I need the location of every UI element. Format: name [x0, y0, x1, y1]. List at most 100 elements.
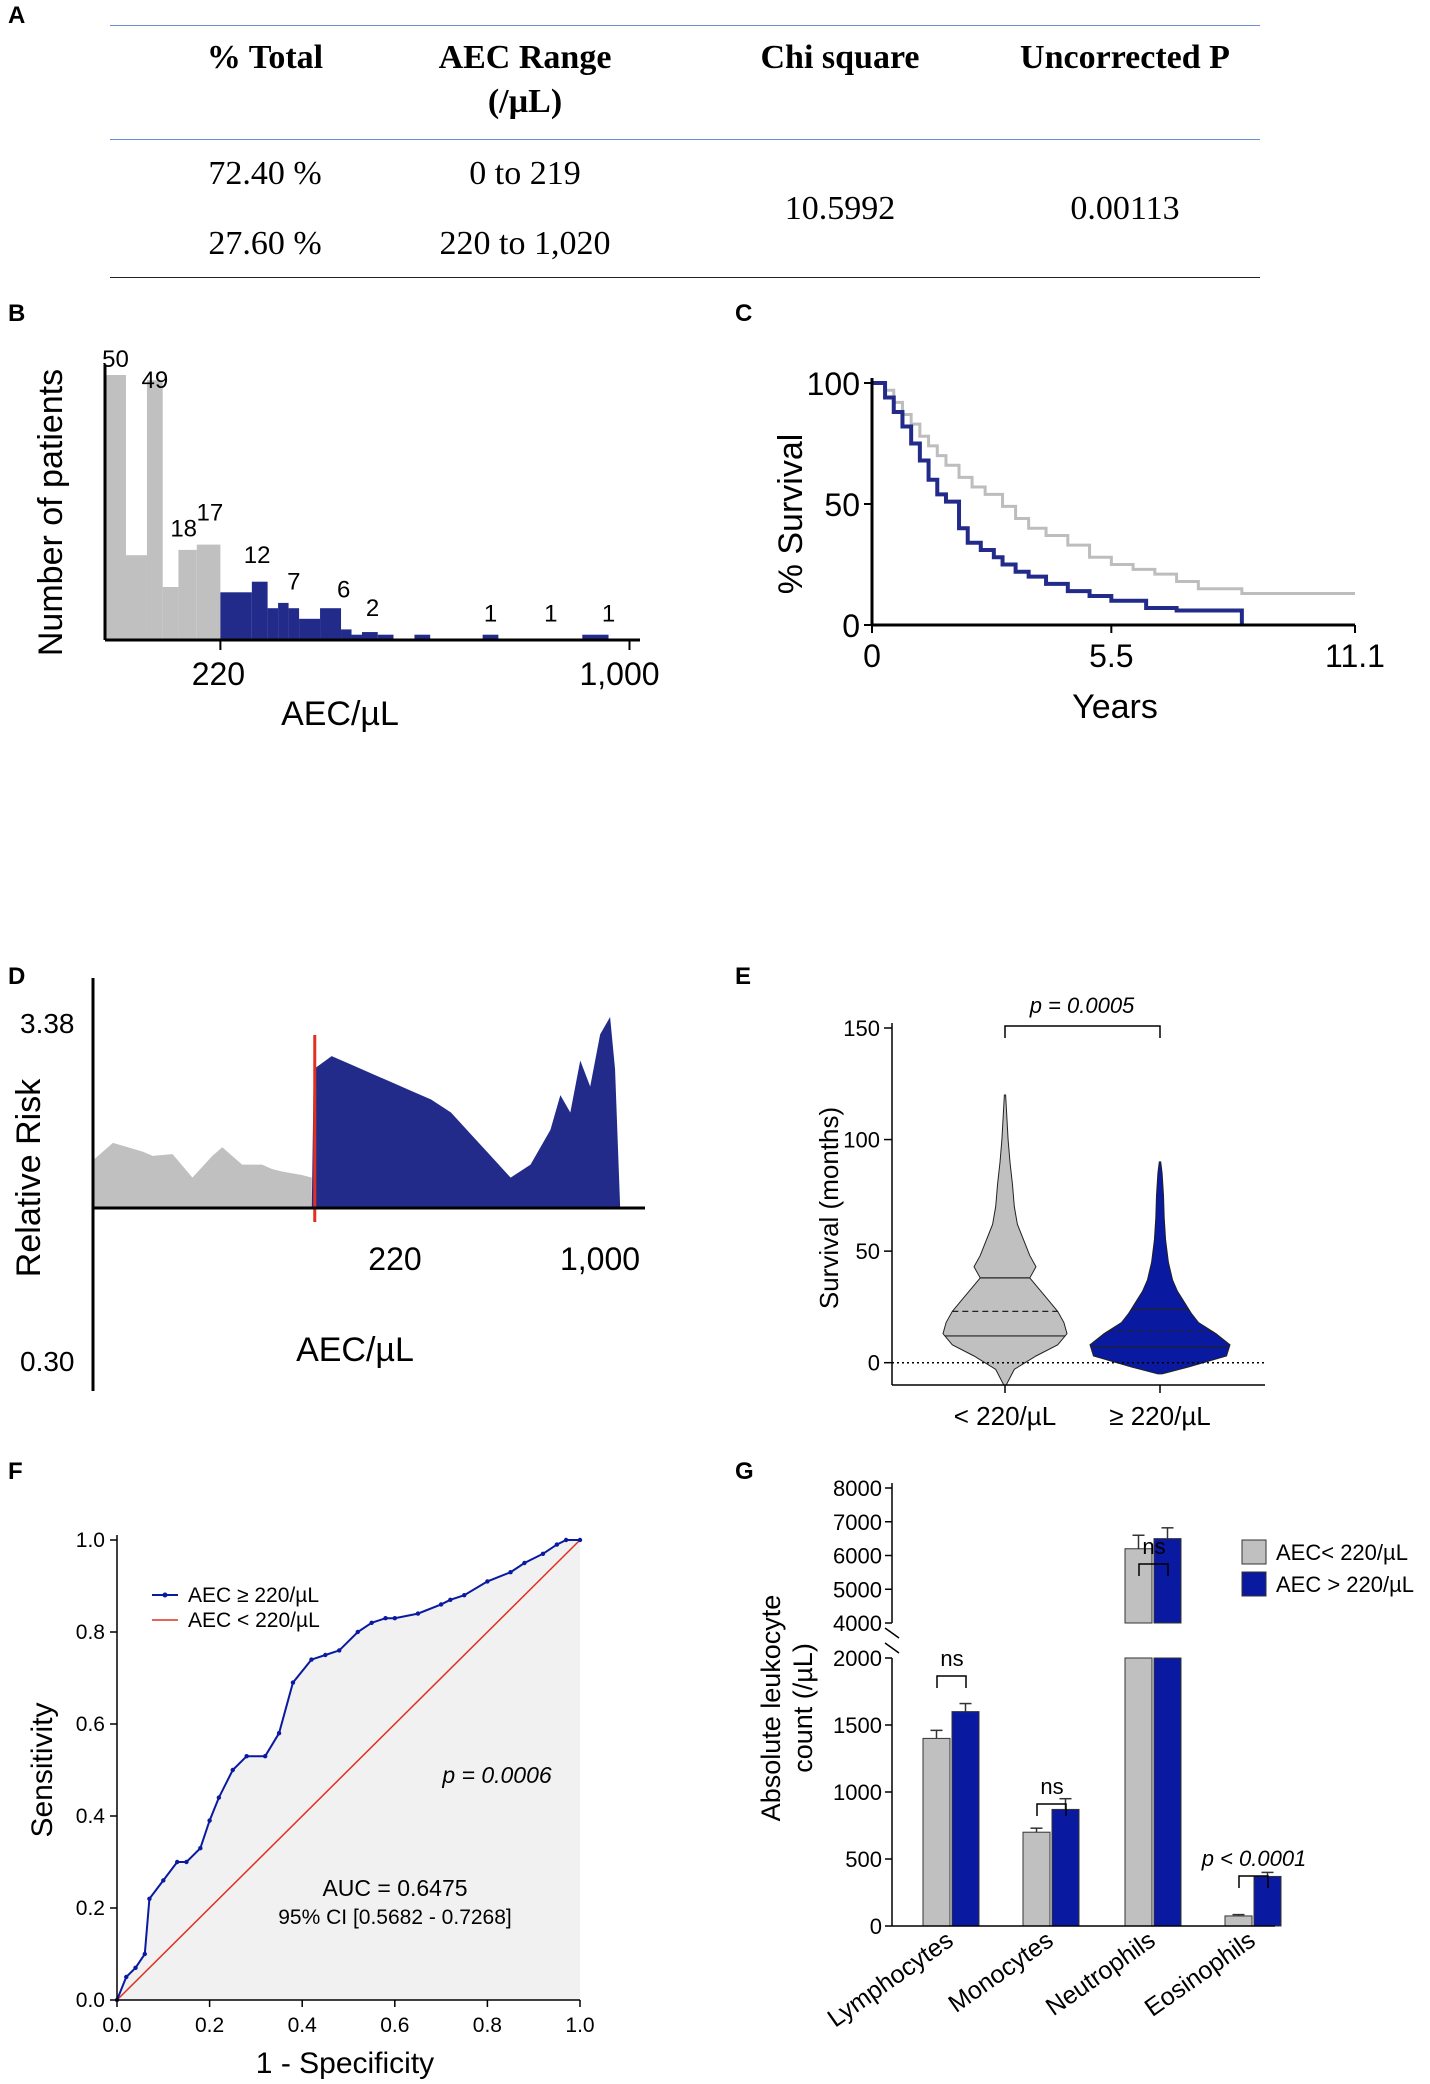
- auc-label: AUC = 0.6475: [322, 1875, 467, 1901]
- x-tick-label: 11.1: [1325, 638, 1385, 674]
- roc-point: [392, 1616, 397, 1621]
- legend-swatch-roc-point: [162, 1592, 168, 1598]
- roc-point: [276, 1731, 282, 1736]
- legend-label-high-aec: AEC > 220/µL: [1276, 1572, 1414, 1597]
- y-tick-label: 5000: [833, 1577, 882, 1602]
- roc-point: [438, 1602, 444, 1607]
- roc-point: [174, 1859, 180, 1865]
- bar: [1051, 1808, 1080, 1927]
- panel-letter-d: D: [8, 963, 26, 990]
- histogram-bar: [377, 634, 394, 640]
- roc-point: [369, 1620, 374, 1625]
- y-tick-label: 0: [842, 608, 860, 644]
- panel-letter-a: A: [8, 2, 26, 29]
- roc-point: [323, 1652, 328, 1658]
- y-tick-label: 100: [843, 1128, 880, 1153]
- roc-point: [577, 1537, 583, 1543]
- roc-curve: [116, 1539, 580, 2001]
- panel-f-roc-curve: 0.00.0 0.2 0.2 0.4 0.4 0.6 0.6 0.8 0.8 1.0 1.0 AEC …: [26, 1529, 595, 2080]
- bar-count-label: 6: [337, 577, 350, 604]
- roc-point: [216, 1795, 222, 1800]
- histogram-bar: [320, 608, 342, 640]
- y-tick-label: 0: [868, 1351, 880, 1376]
- y-tick-label: 4000: [833, 1611, 882, 1636]
- table-row-1-pct: 72.40 %: [208, 155, 322, 192]
- roc-point: [540, 1551, 546, 1556]
- y-tick-label: 1.0: [76, 1529, 105, 1552]
- y-tick-label: 7000: [833, 1510, 882, 1535]
- aec-summary-table: % Total AEC Range (/µL) Chi square Uncor…: [110, 25, 1260, 280]
- reference-diagonal: [116, 1539, 581, 2001]
- roc-point: [522, 1560, 527, 1566]
- roc-point: [508, 1570, 513, 1575]
- y-tick-label: 150: [843, 1016, 880, 1041]
- y-tick-label: 8000: [833, 1476, 882, 1501]
- x-tick-label: 0.4: [288, 2014, 318, 2037]
- y-tick-label: 0.0: [76, 1989, 105, 2012]
- y-tick-label: 2000: [833, 1646, 882, 1671]
- histogram-bar: [299, 618, 321, 640]
- table-chi-value: 10.5992: [784, 190, 896, 227]
- y-tick-label: 0: [870, 1914, 882, 1939]
- x-tick-label: 0.6: [380, 2014, 409, 2037]
- histogram-bar: [288, 608, 300, 640]
- ci-label: 95% CI [0.5682 - 0.7268]: [278, 1906, 512, 1929]
- bar-count-label: 17: [197, 500, 224, 527]
- x-tick-label: Lymphocytes: [822, 1926, 958, 2033]
- y-tick-label: 50: [824, 487, 860, 523]
- y-tick-label: 0.30: [20, 1346, 75, 1377]
- bar-count-label: 50: [102, 346, 129, 373]
- roc-point: [207, 1818, 212, 1823]
- legend-swatch-low-aec: [1241, 1539, 1267, 1565]
- x-tick-label: 1.0: [565, 2014, 594, 2037]
- y-tick-label: 0.6: [76, 1713, 105, 1736]
- significance-bracket: [1004, 1025, 1161, 1038]
- histogram-bar: [220, 592, 252, 640]
- panel-letter-b: B: [8, 300, 26, 327]
- y-axis-label: % Survival: [772, 434, 810, 595]
- bar-lower-segment: [1124, 1657, 1153, 1927]
- panel-d-relative-risk: 3.38 0.30 220 1,000 AEC/µL Relative Risk: [10, 978, 645, 1391]
- legend-label-roc: AEC ≥ 220/µL: [188, 1584, 319, 1607]
- significance-label: p < 0.0001: [1201, 1846, 1307, 1871]
- roc-point: [355, 1629, 360, 1635]
- roc-point: [415, 1611, 421, 1616]
- roc-point: [383, 1616, 388, 1621]
- bar: [922, 1737, 951, 1927]
- y-tick-label: 0.4: [76, 1805, 106, 1828]
- bar: [1153, 1538, 1182, 1624]
- histogram-bar: [351, 634, 363, 640]
- bar-count-label: 1: [484, 600, 497, 627]
- p-value-label: p = 0.0005: [1029, 993, 1135, 1018]
- roc-point: [309, 1657, 314, 1662]
- y-tick-label: 500: [845, 1847, 882, 1872]
- roc-point: [554, 1542, 560, 1547]
- survival-curve-low-aec: [872, 381, 1355, 596]
- significance-bracket: [1036, 1803, 1067, 1816]
- table-row-2-pct: 27.60 %: [208, 225, 322, 262]
- x-tick-label: Neutrophils: [1041, 1926, 1161, 2021]
- x-axis-label: Years: [1072, 688, 1158, 726]
- significance-bracket: [936, 1675, 967, 1688]
- bar-count-label: 7: [287, 569, 300, 596]
- violin-shape: [942, 1094, 1068, 1386]
- y-axis-label-line2: count (/µL): [788, 1643, 818, 1773]
- x-tick-label: 1,000: [560, 1241, 640, 1277]
- roc-point: [142, 1951, 147, 1957]
- roc-point: [161, 1878, 166, 1883]
- y-axis-label: Sensitivity: [26, 1702, 59, 1837]
- roc-point: [198, 1846, 203, 1851]
- table-row-1-range: 0 to 219: [469, 155, 581, 192]
- x-tick-label: 0.0: [102, 2014, 131, 2037]
- x-tick-label: 220: [368, 1241, 421, 1277]
- violin-shape: [1089, 1161, 1231, 1375]
- p-value-label: p = 0.0006: [441, 1762, 552, 1788]
- risk-area-low-aec: [93, 1142, 312, 1208]
- histogram-bar: [267, 608, 279, 640]
- y-axis-label: Survival (months): [814, 1107, 844, 1309]
- histogram-bar: [482, 634, 499, 640]
- bar-count-label: 18: [170, 516, 197, 543]
- histogram-bar: [162, 587, 179, 640]
- histogram-bar: [414, 634, 431, 640]
